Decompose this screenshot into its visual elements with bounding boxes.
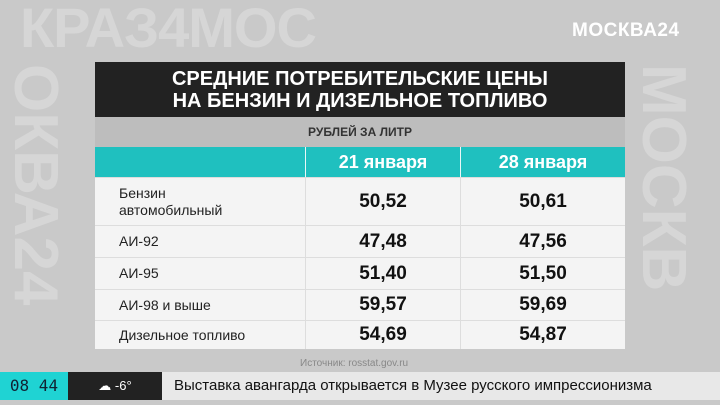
- title-line: НА БЕНЗИН И ДИЗЕЛЬНОЕ ТОПЛИВО: [172, 90, 548, 112]
- price-jan28: 50,61: [460, 178, 625, 225]
- headline: Выставка авангарда открывается в Музее р…: [162, 372, 720, 400]
- unit-label: РУБЛЕЙ ЗА ЛИТР: [95, 117, 625, 147]
- header-cell: 28 января: [460, 147, 625, 177]
- price-jan21: 51,40: [305, 258, 460, 289]
- source-note: Источник: rosstat.gov.ru: [300, 358, 409, 369]
- table-row: АИ-98 и выше 59,57 59,69: [95, 289, 625, 320]
- watermark-text: ОКВА24: [4, 64, 70, 306]
- fuel-name: Бензин автомобильный: [119, 184, 223, 218]
- fuel-name: АИ-95: [119, 265, 159, 281]
- background-watermark-top: КРАЗ4МОС: [20, 0, 560, 58]
- price-jan21: 59,57: [305, 290, 460, 320]
- price-jan28: 51,50: [460, 258, 625, 289]
- price-table: СРЕДНИЕ ПОТРЕБИТЕЛЬСКИЕ ЦЕНЫ НА БЕНЗИН И…: [95, 62, 625, 349]
- table-row: АИ-95 51,40 51,50: [95, 257, 625, 289]
- price-jan28: 59,69: [460, 290, 625, 320]
- price-jan21: 54,69: [305, 321, 460, 349]
- fuel-name: Дизельное топливо: [119, 326, 246, 343]
- table-header: 21 января 28 января: [95, 147, 625, 177]
- watermark-text: МОСКВ: [632, 64, 698, 292]
- news-ticker: 08 44 ☁ -6° Выставка авангарда открывает…: [0, 372, 720, 400]
- header-cell: [95, 147, 305, 177]
- watermark-text: КРАЗ4МОС: [20, 0, 317, 58]
- table-title: СРЕДНИЕ ПОТРЕБИТЕЛЬСКИЕ ЦЕНЫ НА БЕНЗИН И…: [95, 62, 625, 117]
- clock: 08 44: [0, 372, 68, 400]
- weather: ☁ -6°: [68, 372, 162, 400]
- fuel-name: АИ-92: [119, 233, 159, 249]
- title-line: СРЕДНИЕ ПОТРЕБИТЕЛЬСКИЕ ЦЕНЫ: [171, 68, 549, 90]
- price-jan21: 50,52: [305, 178, 460, 225]
- table-row: Бензин автомобильный 50,52 50,61: [95, 177, 625, 225]
- snow-cloud-icon: ☁: [98, 378, 115, 393]
- price-jan28: 54,87: [460, 321, 625, 349]
- table-row: АИ-92 47,48 47,56: [95, 225, 625, 257]
- price-jan21: 47,48: [305, 226, 460, 257]
- header-cell: 21 января: [305, 147, 460, 177]
- background-watermark-right: МОСКВ: [632, 64, 716, 360]
- temperature: -6°: [114, 378, 132, 393]
- table-row: Дизельное топливо 54,69 54,87: [95, 320, 625, 349]
- background-watermark-left: ОКВА24: [4, 64, 90, 360]
- channel-logo: МОСКВА24: [572, 20, 680, 41]
- fuel-name: АИ-98 и выше: [119, 296, 211, 313]
- price-jan28: 47,56: [460, 226, 625, 257]
